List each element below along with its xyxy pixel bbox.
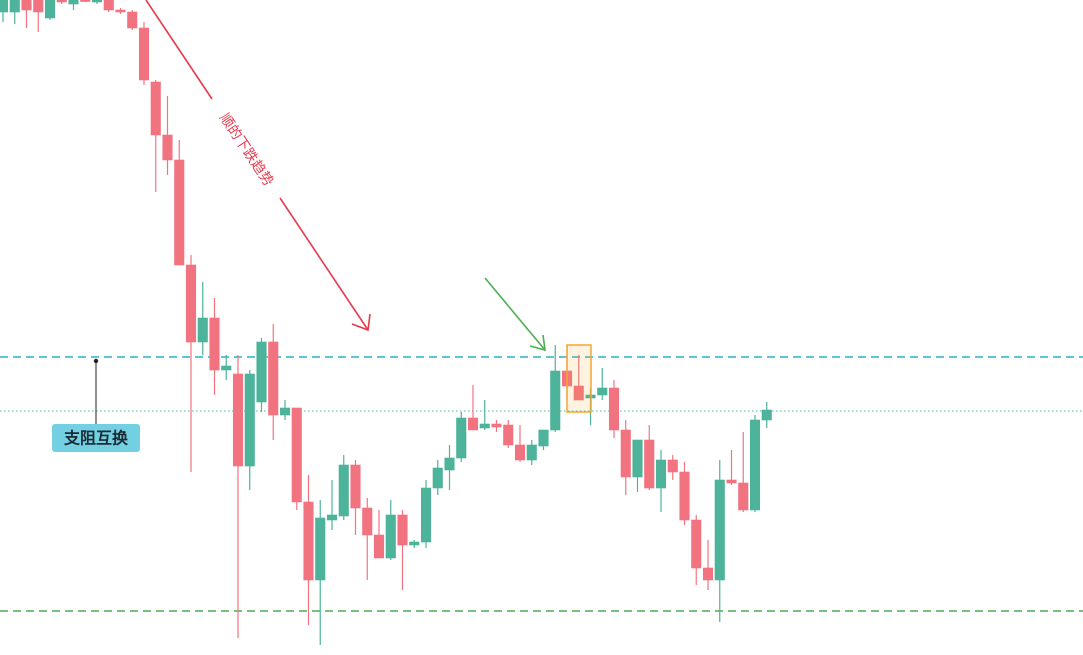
- reference-lines: [0, 356, 1083, 612]
- candle-body: [526, 444, 537, 461]
- candle-body: [702, 567, 714, 581]
- candle-body: [21, 0, 32, 11]
- candle-body: [644, 439, 655, 489]
- candle-body: [138, 27, 150, 81]
- candle-body: [268, 341, 279, 416]
- candle-body: [738, 482, 749, 511]
- candle-body: [726, 479, 737, 484]
- candle-body: [56, 0, 67, 3]
- candle-body: [385, 514, 396, 559]
- candle-body: [244, 373, 255, 467]
- arrow-head: [529, 334, 546, 352]
- candle-body: [749, 419, 761, 511]
- candle-body: [68, 0, 79, 5]
- candle-body: [608, 387, 620, 431]
- candle-body: [362, 507, 373, 536]
- candles: [0, 0, 772, 645]
- candle-body: [115, 9, 126, 13]
- candle-body: [303, 501, 314, 581]
- candle-body: [9, 0, 20, 13]
- candle-body: [33, 0, 44, 13]
- candle-body: [432, 467, 443, 489]
- candle-body: [397, 514, 408, 546]
- candle-body: [256, 341, 267, 403]
- candle-body: [420, 487, 432, 543]
- candle-body: [409, 541, 420, 546]
- candle-body: [538, 429, 549, 447]
- highlight-box: [566, 344, 592, 413]
- candle-body: [326, 514, 338, 521]
- callout-dot: [93, 358, 99, 364]
- candle-body: [315, 517, 326, 581]
- candle-body: [291, 407, 302, 503]
- trend-arrow: [279, 197, 369, 331]
- candle-body: [185, 264, 197, 343]
- candle-body: [221, 365, 232, 371]
- candle-body: [714, 479, 725, 581]
- candle-body: [279, 407, 291, 416]
- candle-body: [573, 385, 584, 401]
- candle-body: [103, 0, 114, 11]
- candle-body: [761, 409, 772, 421]
- candle-body: [162, 134, 173, 161]
- zone-label: 支阻互换: [63, 429, 129, 448]
- candle-body: [597, 387, 608, 396]
- candle-body: [679, 471, 690, 521]
- candle-body: [197, 317, 208, 343]
- candle-body: [80, 0, 91, 2]
- candle-body: [338, 464, 349, 517]
- signal-arrow: [484, 277, 546, 351]
- zone-label-box: [52, 424, 140, 452]
- arrow-head: [351, 313, 371, 332]
- candle-body: [491, 423, 502, 428]
- candle-body: [350, 464, 361, 509]
- candle-body: [503, 424, 514, 446]
- candle-body: [232, 373, 244, 467]
- candle-body: [127, 11, 138, 29]
- candle-body: [667, 459, 678, 473]
- candle-body: [91, 0, 103, 3]
- candle-body: [209, 317, 220, 371]
- candle-body: [444, 457, 455, 471]
- candle-body: [550, 370, 561, 431]
- trend-arrow: [145, 0, 213, 100]
- candle-body: [0, 0, 9, 13]
- candle-body: [632, 439, 643, 478]
- candle-body: [174, 159, 185, 266]
- candle-body: [44, 0, 56, 19]
- candle-body: [467, 417, 479, 431]
- candle-body: [514, 444, 526, 461]
- candle-body: [479, 423, 490, 429]
- candle-body: [620, 429, 631, 478]
- candle-body: [150, 81, 161, 136]
- trend-text: 顺的下跌趋势: [216, 111, 276, 190]
- candle-body: [456, 417, 467, 459]
- candle-body: [655, 459, 667, 489]
- candle-body: [691, 519, 702, 569]
- candle-body: [373, 534, 385, 559]
